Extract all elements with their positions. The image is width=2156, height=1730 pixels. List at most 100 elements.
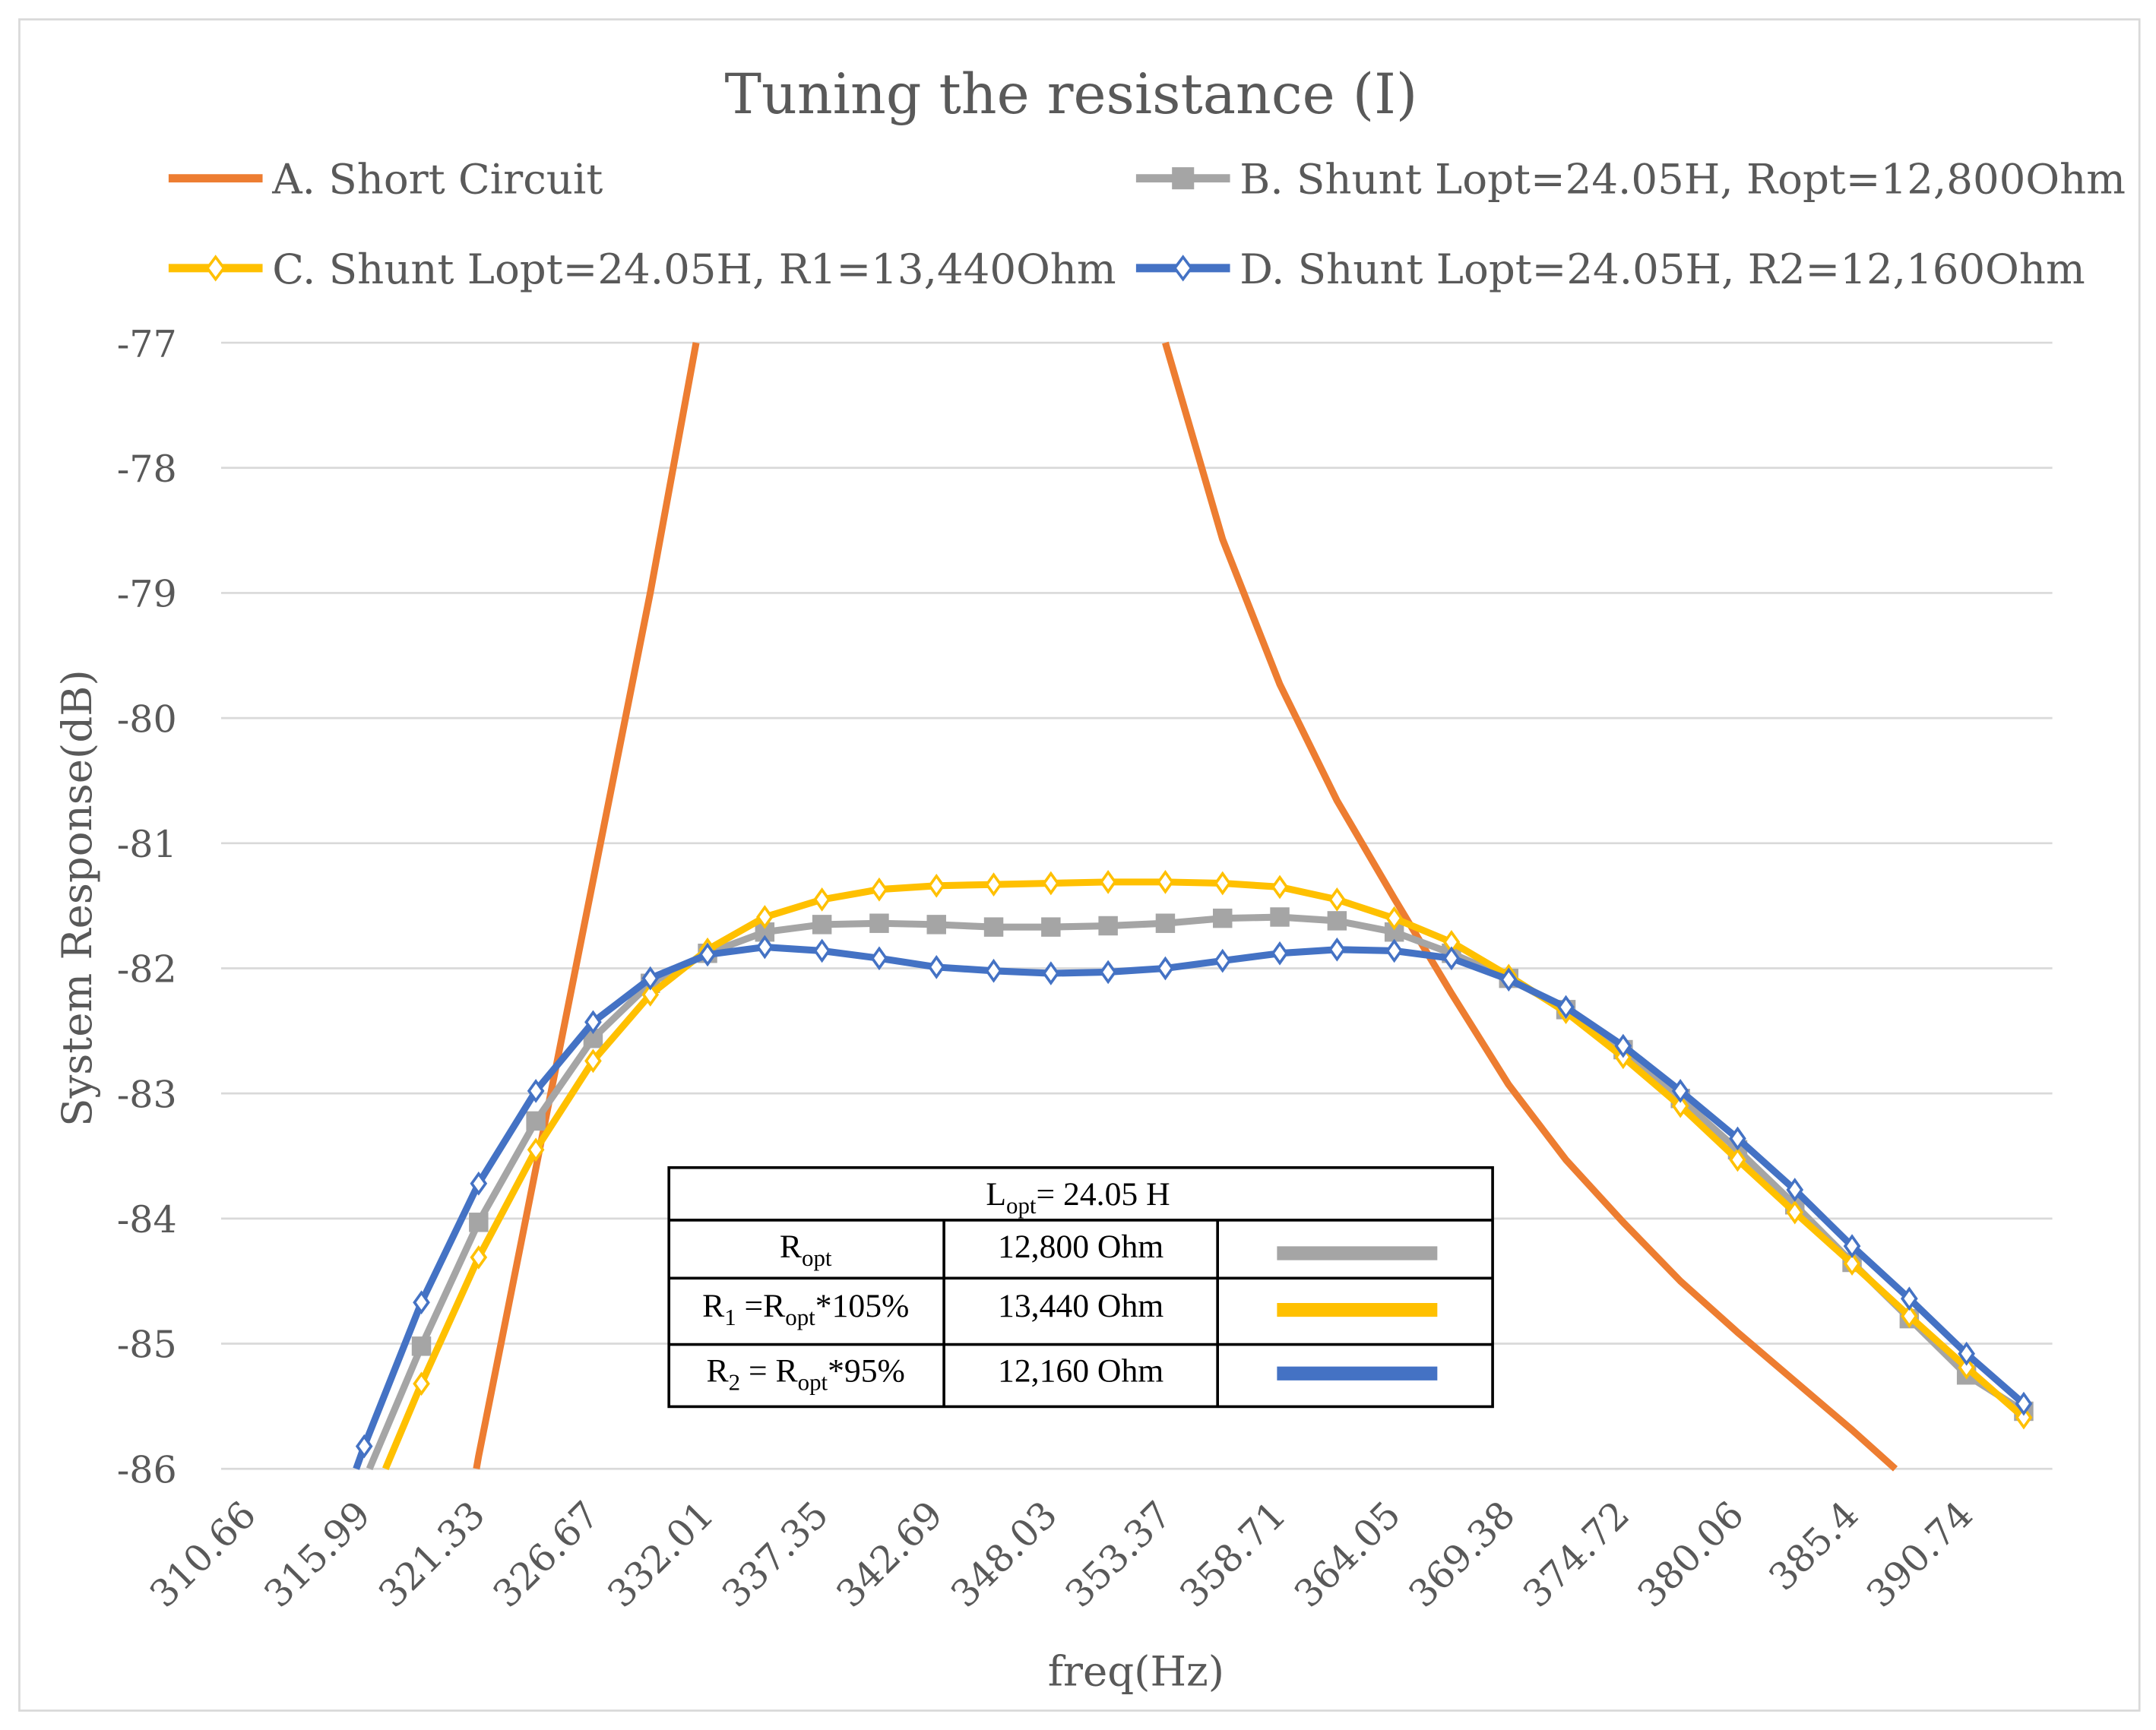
table-header: Lopt= 24.05 H <box>986 1176 1170 1219</box>
data-point <box>1614 1033 1632 1058</box>
data-point <box>1327 911 1347 931</box>
data-point <box>1271 941 1289 966</box>
data-point <box>1786 1200 1804 1225</box>
data-point <box>812 915 832 935</box>
data-point <box>355 1434 373 1459</box>
legend-label-b: B. Shunt Lopt=24.05H, Ropt=12,800Ohm <box>1239 155 2126 204</box>
y-tick-label: -86 <box>117 1447 177 1491</box>
y-tick-label: -80 <box>117 697 177 741</box>
series-layer <box>353 341 2034 1472</box>
table-row-value: 13,440 Ohm <box>998 1288 1163 1324</box>
data-point <box>1270 907 1290 927</box>
y-axis-ticks: -77 -78 -79 -80 -81 -82 -83 -84 -85 -86 <box>117 321 177 1491</box>
legend-item-c[interactable]: C. Shunt Lopt=24.05H, R1=13,440Ohm <box>168 245 1116 293</box>
y-tick-label: -78 <box>117 447 177 491</box>
data-point <box>1901 1286 1918 1311</box>
series-a <box>473 341 1898 1472</box>
legend: A. Short Circuit B. Shunt Lopt=24.05H, R… <box>168 155 2126 293</box>
gridlines <box>220 341 2053 1470</box>
data-point <box>813 938 831 963</box>
table-row-label: R1 =Ropt*105% <box>702 1288 909 1330</box>
chart-title: Tuning the resistance (I) <box>725 62 1418 127</box>
legend-item-b[interactable]: B. Shunt Lopt=24.05H, Ropt=12,800Ohm <box>1135 155 2126 204</box>
data-point <box>1729 1147 1746 1172</box>
data-point <box>1213 908 1233 928</box>
data-point <box>756 905 774 929</box>
legend-item-d[interactable]: D. Shunt Lopt=24.05H, R2=12,160Ohm <box>1135 245 2085 293</box>
data-point <box>1099 869 1117 894</box>
square-marker-icon <box>1172 167 1195 190</box>
diamond-marker-icon <box>205 255 226 282</box>
data-point <box>698 942 717 967</box>
data-point <box>1214 871 1232 896</box>
data-point <box>1671 1079 1689 1103</box>
legend-label-d: D. Shunt Lopt=24.05H, R2=12,160Ohm <box>1239 245 2085 293</box>
series-line <box>1162 341 1898 1472</box>
data-point <box>1385 938 1403 963</box>
data-point <box>870 946 888 971</box>
data-point <box>584 1010 602 1035</box>
data-point <box>1671 1093 1689 1118</box>
data-point <box>1157 869 1174 894</box>
data-point <box>1729 1126 1746 1151</box>
legend-label-c: C. Shunt Lopt=24.05H, R1=13,440Ohm <box>272 245 1116 293</box>
diamond-marker-icon <box>1173 255 1193 282</box>
data-point <box>470 1171 488 1196</box>
data-point <box>1843 1234 1861 1258</box>
data-point <box>413 1290 430 1315</box>
data-point <box>813 887 831 912</box>
data-point <box>983 917 1004 937</box>
y-tick-label: -81 <box>117 822 177 866</box>
y-tick-label: -82 <box>117 947 177 992</box>
data-point <box>526 1111 546 1131</box>
data-point <box>927 954 945 979</box>
data-point <box>927 873 945 898</box>
series-d <box>353 935 2033 1470</box>
series-line <box>382 878 2026 1470</box>
x-axis-label: freq(Hz) <box>1048 1647 1224 1696</box>
y-tick-label: -85 <box>117 1323 177 1367</box>
data-point <box>1155 913 1176 933</box>
data-point <box>1271 874 1289 900</box>
legend-label-a: A. Short Circuit <box>271 155 603 204</box>
y-axis-label: System Response(dB) <box>52 669 101 1127</box>
annotation-table: Lopt= 24.05 H Ropt 12,800 Ohm R1 =Ropt*1… <box>667 1165 1494 1409</box>
data-point <box>1157 956 1174 981</box>
table-row-value: 12,800 Ohm <box>998 1229 1163 1265</box>
legend-item-a[interactable]: A. Short Circuit <box>168 155 603 204</box>
data-point <box>926 915 946 935</box>
data-point <box>527 1137 545 1162</box>
data-point <box>756 935 774 960</box>
data-point <box>411 1336 432 1356</box>
data-point <box>869 913 889 933</box>
data-point <box>985 872 1002 897</box>
data-point <box>584 1048 602 1074</box>
data-point <box>985 958 1002 983</box>
data-point <box>1099 960 1117 985</box>
data-point <box>870 877 888 902</box>
table-row-label: Ropt <box>780 1229 832 1271</box>
y-tick-label: -79 <box>117 572 177 616</box>
table-row-value: 12,160 Ohm <box>998 1353 1163 1390</box>
data-point <box>1499 967 1518 992</box>
data-point <box>1041 917 1061 937</box>
y-tick-label: -77 <box>117 321 177 365</box>
data-point <box>2015 1391 2033 1416</box>
y-tick-label: -84 <box>117 1197 177 1241</box>
data-point <box>1901 1304 1918 1329</box>
series-line <box>473 342 700 1470</box>
data-point <box>469 1213 489 1232</box>
data-point <box>1328 937 1346 962</box>
data-point <box>641 982 660 1007</box>
data-point <box>413 1371 430 1396</box>
table-row-label: R2 = Ropt*95% <box>707 1353 905 1396</box>
data-point <box>1385 906 1403 931</box>
data-point <box>1214 948 1232 973</box>
data-point <box>641 966 660 991</box>
data-point <box>470 1245 488 1270</box>
data-point <box>1958 1341 1975 1366</box>
data-point <box>527 1079 545 1103</box>
data-point <box>1557 995 1575 1020</box>
data-point <box>1786 1178 1804 1202</box>
data-point <box>1098 916 1118 936</box>
